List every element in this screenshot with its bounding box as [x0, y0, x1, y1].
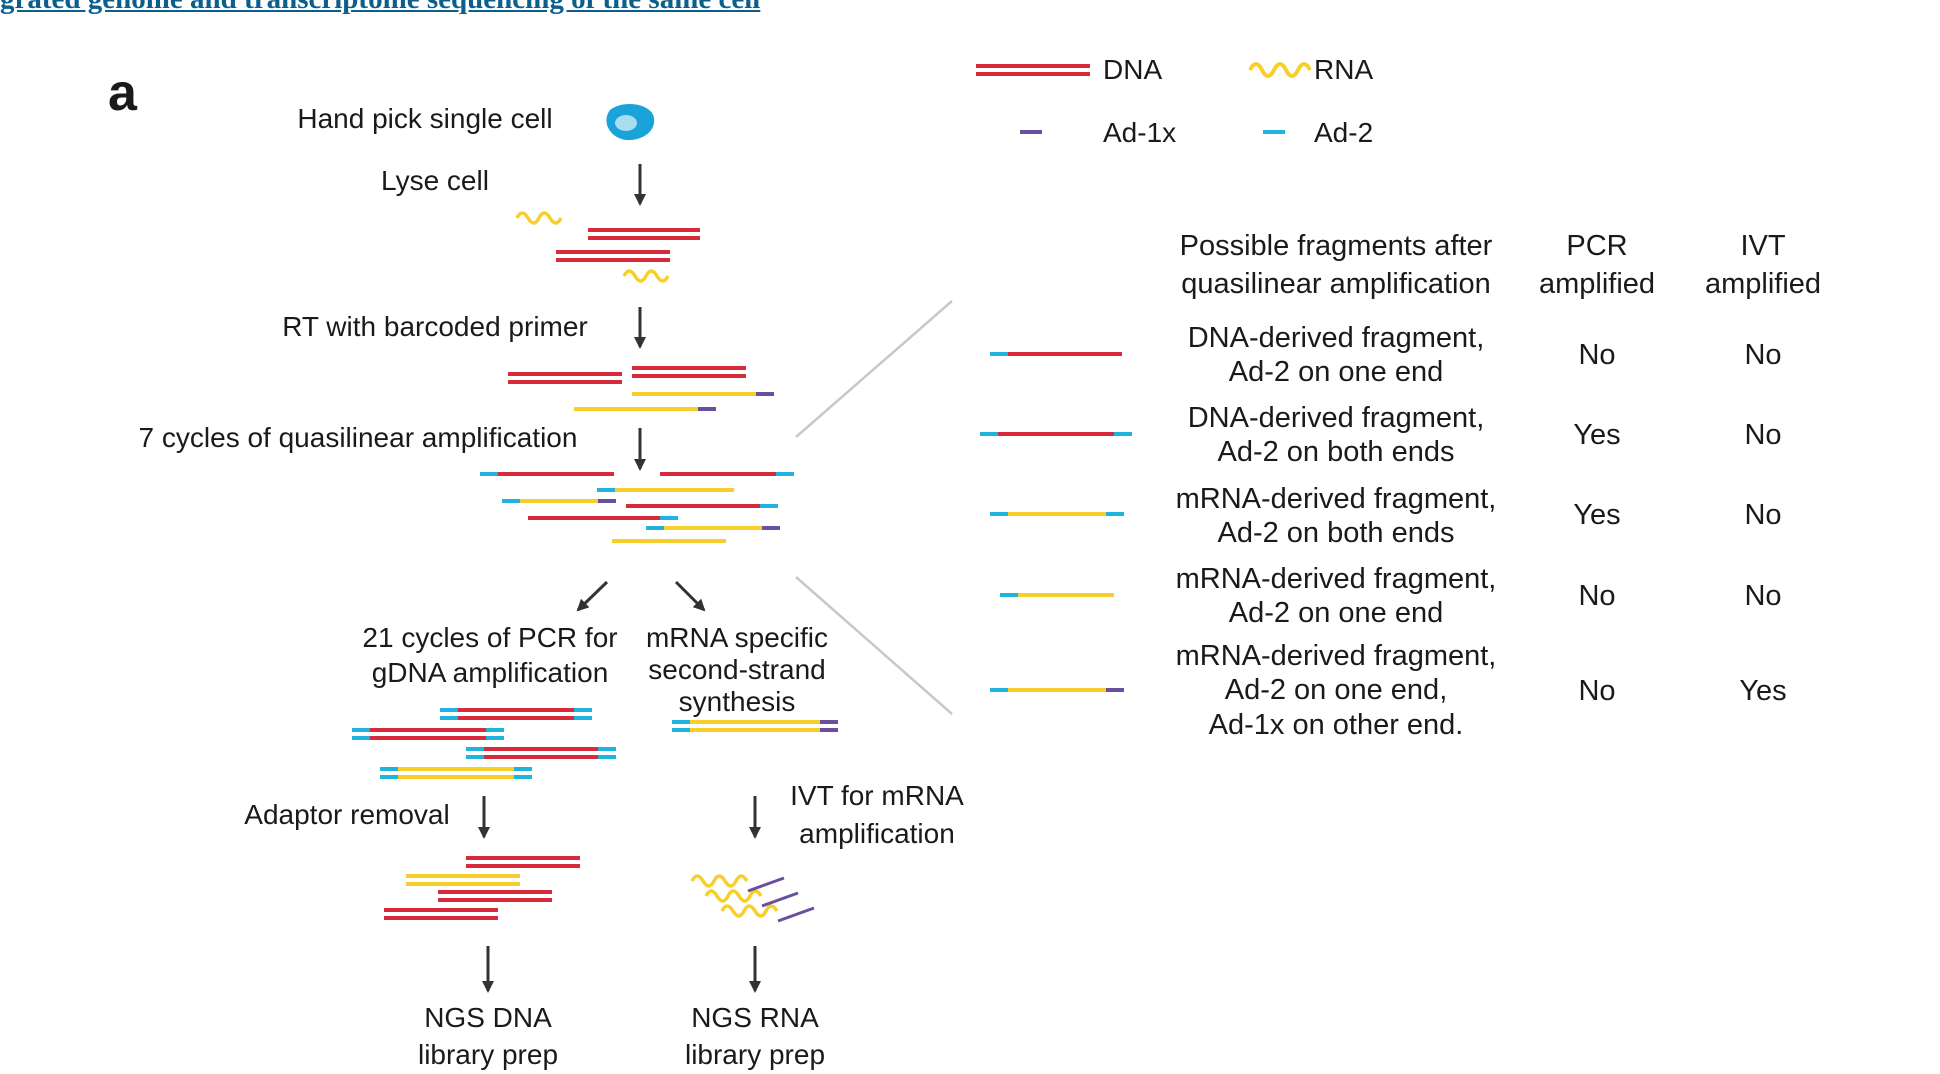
- table-row-2-ivt: No: [1744, 419, 1781, 451]
- table-row-5-ivt: Yes: [1739, 675, 1786, 707]
- lysis-rna-2: [622, 269, 670, 283]
- legend: DNA RNA Ad-1x Ad-2: [976, 54, 1373, 148]
- table-row-1-ivt: No: [1744, 339, 1781, 371]
- legend-dna-mark: [976, 64, 1090, 76]
- table-row-4-desc-1: mRNA-derived fragment,: [1176, 563, 1497, 595]
- ivt-ad1x-3: [777, 906, 815, 923]
- table-header-pcr-1: PCR: [1566, 230, 1627, 262]
- step-second-strand-label-2: second-strand: [648, 654, 825, 685]
- arrow-to-pcr: [576, 580, 609, 612]
- table-header-ivt-1: IVT: [1740, 230, 1785, 262]
- table-row-3-ivt: No: [1744, 499, 1781, 531]
- lysis-rna-1: [515, 211, 563, 225]
- panel-label: a: [108, 64, 138, 122]
- table-row-5-desc-2: Ad-2 on one end,: [1225, 674, 1448, 706]
- table-row-5-desc-1: mRNA-derived fragment,: [1176, 640, 1497, 672]
- table-row-2-pcr: Yes: [1573, 419, 1620, 451]
- step-pcr-label-2: gDNA amplification: [372, 657, 609, 688]
- legend-ad1x-label: Ad-1x: [1103, 117, 1176, 148]
- legend-ad2-mark: [1263, 130, 1285, 134]
- table-row-3-desc-2: Ad-2 on both ends: [1217, 517, 1454, 549]
- ivt-rna-1: [690, 874, 749, 888]
- step-ivt-label-1: IVT for mRNA: [790, 780, 964, 811]
- adaptor-removed-products: [384, 856, 580, 920]
- table-header-fragments-2: quasilinear amplification: [1181, 268, 1491, 300]
- table-header-ivt-2: amplified: [1705, 268, 1821, 300]
- arrow-to-second-strand: [674, 580, 706, 612]
- ngs-dna-label-2: library prep: [418, 1039, 558, 1070]
- table-row-4-ivt: No: [1744, 580, 1781, 612]
- step-second-strand-label-3: synthesis: [679, 686, 796, 717]
- table-header-fragments-1: Possible fragments after: [1180, 230, 1493, 262]
- table-row-5-pcr: No: [1578, 675, 1615, 707]
- rt-products: [508, 366, 746, 384]
- table-row-1-desc-2: Ad-2 on one end: [1229, 356, 1443, 388]
- step-rt-label: RT with barcoded primer: [282, 311, 588, 342]
- legend-ad2-label: Ad-2: [1314, 117, 1373, 148]
- ngs-rna-label-2: library prep: [685, 1039, 825, 1070]
- table-header-pcr-2: amplified: [1539, 268, 1655, 300]
- legend-dna-label: DNA: [1103, 54, 1162, 85]
- step-pcr-label-1: 21 cycles of PCR for: [362, 622, 617, 653]
- ngs-rna-label-1: NGS RNA: [691, 1002, 819, 1033]
- callout-line-bottom: [795, 576, 953, 715]
- ivt-rna-2: [704, 889, 763, 903]
- table-row-2-desc-2: Ad-2 on both ends: [1217, 436, 1454, 468]
- step-second-strand-label-1: mRNA specific: [646, 622, 828, 653]
- table-row-2-desc-1: DNA-derived fragment,: [1188, 402, 1485, 434]
- legend-ad1x-mark: [1020, 130, 1042, 134]
- table-row-1-desc-1: DNA-derived fragment,: [1188, 322, 1485, 354]
- table-row-3-pcr: Yes: [1573, 499, 1620, 531]
- legend-rna-mark: [1248, 62, 1312, 78]
- step-hand-pick-label: Hand pick single cell: [297, 103, 552, 134]
- single-cell-icon: [606, 104, 655, 141]
- step-ivt-label-2: amplification: [799, 818, 955, 849]
- table-row-5-desc-3: Ad-1x on other end.: [1209, 709, 1464, 741]
- callout-line-top: [795, 300, 953, 438]
- ivt-ad1x-1: [747, 876, 785, 893]
- ngs-dna-label-1: NGS DNA: [424, 1002, 552, 1033]
- ivt-rna-3: [720, 904, 779, 918]
- fragment-layer: [352, 228, 1132, 920]
- legend-rna-label: RNA: [1314, 54, 1373, 85]
- table-row-1-pcr: No: [1578, 339, 1615, 371]
- table-row-3-desc-1: mRNA-derived fragment,: [1176, 483, 1497, 515]
- step-lyse-label: Lyse cell: [381, 165, 489, 196]
- header-link[interactable]: grated genome and transcriptome sequenci…: [0, 0, 760, 16]
- fragment-table: Possible fragments after quasilinear amp…: [1176, 230, 1821, 741]
- table-row-4-desc-2: Ad-2 on one end: [1229, 597, 1443, 629]
- step-adaptor-removal-label: Adaptor removal: [244, 799, 449, 830]
- step-quasilinear-label: 7 cycles of quasilinear amplification: [139, 422, 578, 453]
- lysis-dna: [556, 228, 700, 262]
- ivt-ad1x-2: [761, 891, 799, 908]
- table-row-4-pcr: No: [1578, 580, 1615, 612]
